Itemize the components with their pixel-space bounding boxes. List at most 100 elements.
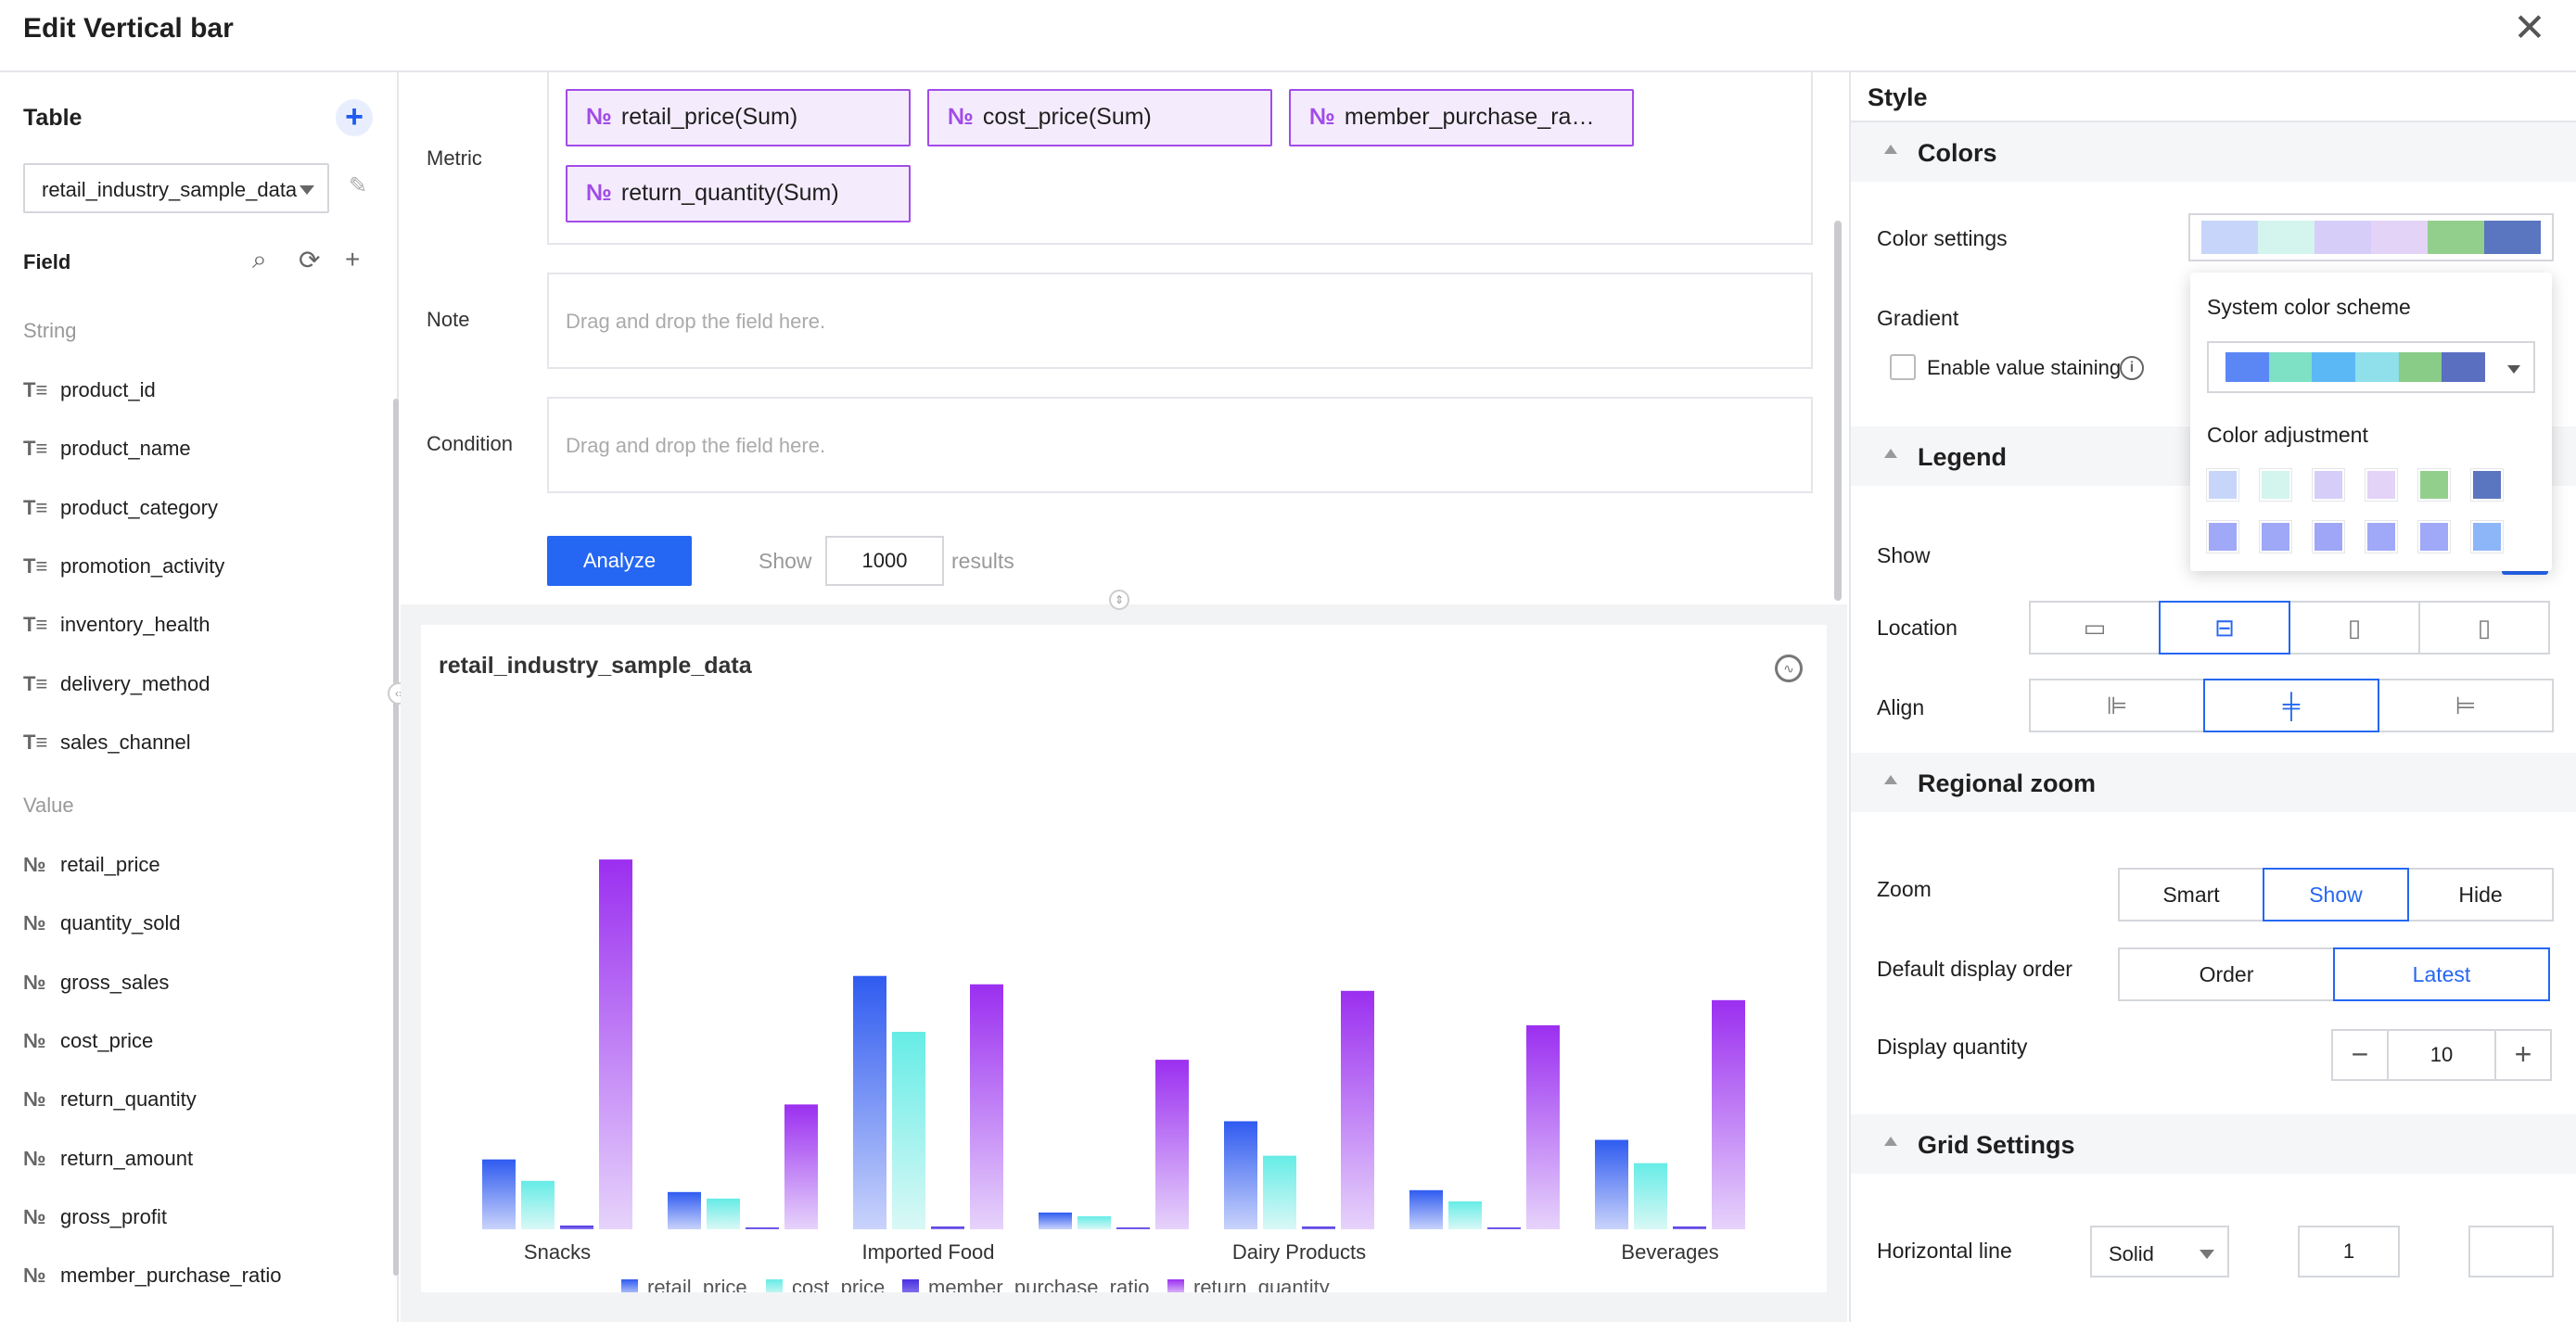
line-style-select[interactable]: Solid — [2090, 1226, 2229, 1278]
adjust-color-swatch[interactable] — [2259, 520, 2292, 553]
analyze-button[interactable]: Analyze — [547, 536, 692, 586]
value-staining-checkbox[interactable] — [1890, 354, 1916, 380]
field-item-promotion-activity[interactable]: T≡ promotion_activity — [23, 554, 224, 591]
bar-cost-price[interactable] — [892, 1031, 925, 1229]
regional-zoom-section-header[interactable]: Regional zoom — [1851, 753, 2576, 812]
metric-dropzone[interactable]: № retail_price(Sum) № cost_price(Sum) № mem… — [547, 72, 1813, 245]
bar-retail-price[interactable] — [482, 1159, 516, 1229]
table-select[interactable]: retail_industry_sample_data — [23, 163, 329, 213]
field-item-quantity-sold[interactable]: № quantity_sold — [23, 911, 181, 948]
condition-dropzone[interactable]: Drag and drop the field here. — [547, 397, 1813, 493]
zoom-smart-option[interactable]: Smart — [2118, 868, 2264, 922]
latest-option[interactable]: Latest — [2333, 947, 2550, 1001]
system-scheme-select[interactable] — [2207, 341, 2535, 393]
field-item-cost-price[interactable]: № cost_price — [23, 1029, 153, 1066]
bar-return-quantity[interactable] — [1526, 1024, 1560, 1229]
field-item-return-quantity[interactable]: № return_quantity — [23, 1087, 197, 1125]
bar-return-quantity[interactable] — [599, 859, 632, 1229]
adjust-color-swatch[interactable] — [2259, 468, 2292, 502]
field-scrollbar[interactable] — [393, 399, 399, 1276]
adjust-color-swatch[interactable] — [2312, 468, 2345, 502]
bar-cost-price[interactable] — [1448, 1201, 1482, 1229]
field-item-sales-channel[interactable]: T≡ sales_channel — [23, 731, 191, 768]
decrement-button[interactable]: − — [2351, 1037, 2369, 1071]
field-item-delivery-method[interactable]: T≡ delivery_method — [23, 672, 210, 709]
adjust-color-swatch[interactable] — [2312, 520, 2345, 553]
bar-retail-price[interactable] — [1039, 1212, 1072, 1229]
legend-label[interactable]: cost_price — [792, 1276, 885, 1292]
bar-retail-price[interactable] — [1224, 1121, 1257, 1229]
legend-label[interactable]: return_quantity — [1193, 1276, 1330, 1292]
field-item-product-id[interactable]: T≡ product_id — [23, 378, 156, 415]
location-bottom-option[interactable]: ⊟ — [2159, 601, 2290, 655]
quantity-input[interactable]: 10 — [2387, 1031, 2496, 1079]
bar-member-purchase-ratio[interactable] — [560, 1225, 593, 1229]
bar-retail-price[interactable] — [1595, 1139, 1628, 1229]
align-left-option[interactable]: ⊫ — [2029, 679, 2205, 732]
bar-member-purchase-ratio[interactable] — [1487, 1227, 1521, 1229]
bar-member-purchase-ratio[interactable] — [1673, 1226, 1706, 1229]
metric-pill[interactable]: № retail_price(Sum) — [566, 89, 911, 146]
field-item-gross-profit[interactable]: № gross_profit — [23, 1205, 167, 1242]
bar-cost-price[interactable] — [1078, 1215, 1111, 1229]
field-item-product-category[interactable]: T≡ product_category — [23, 496, 218, 533]
grid-settings-section-header[interactable]: Grid Settings — [1851, 1114, 2576, 1174]
field-item-return-amount[interactable]: № return_amount — [23, 1147, 193, 1184]
bar-return-quantity[interactable] — [784, 1104, 818, 1229]
adjust-color-swatch[interactable] — [2365, 468, 2398, 502]
colors-section-header[interactable]: Colors — [1851, 122, 2576, 182]
legend-label[interactable]: retail_price — [647, 1276, 747, 1292]
line-width-input[interactable]: 1 — [2298, 1226, 2400, 1278]
location-right-option[interactable]: ▯ — [2418, 601, 2550, 655]
field-item-retail-price[interactable]: № retail_price — [23, 853, 160, 890]
location-top-option[interactable]: ▭ — [2029, 601, 2161, 655]
bar-return-quantity[interactable] — [1155, 1060, 1189, 1229]
bar-return-quantity[interactable] — [1712, 999, 1745, 1229]
field-item-gross-sales[interactable]: № gross_sales — [23, 971, 169, 1008]
bar-retail-price[interactable] — [853, 975, 886, 1229]
adjust-color-swatch[interactable] — [2206, 468, 2239, 502]
order-option[interactable]: Order — [2118, 947, 2335, 1001]
field-item-inventory-health[interactable]: T≡ inventory_health — [23, 613, 210, 650]
field-item-product-name[interactable]: T≡ product_name — [23, 437, 191, 474]
bar-retail-price[interactable] — [1409, 1189, 1443, 1229]
adjust-color-swatch[interactable] — [2417, 520, 2451, 553]
edit-icon[interactable]: ✎ — [349, 173, 368, 198]
refresh-icon[interactable]: ⟳ — [299, 246, 321, 274]
add-field-icon[interactable]: + — [345, 245, 361, 273]
adjust-color-swatch[interactable] — [2470, 520, 2504, 553]
color-settings-picker[interactable] — [2188, 213, 2554, 261]
bar-cost-price[interactable] — [1634, 1163, 1667, 1229]
bar-member-purchase-ratio[interactable] — [1302, 1226, 1335, 1229]
tab-style[interactable]: Style — [1868, 83, 1928, 125]
bar-cost-price[interactable] — [707, 1198, 740, 1229]
align-center-option[interactable]: ╪ — [2203, 679, 2379, 732]
legend-show-toggle[interactable] — [2502, 569, 2548, 575]
bar-member-purchase-ratio[interactable] — [931, 1226, 964, 1229]
metric-pill[interactable]: № member_purchase_ra… — [1289, 89, 1634, 146]
location-left-option[interactable]: ▯ — [2289, 601, 2420, 655]
info-icon[interactable]: i — [2120, 356, 2144, 380]
bar-member-purchase-ratio[interactable] — [746, 1227, 779, 1229]
bar-retail-price[interactable] — [668, 1191, 701, 1229]
field-item-member-purchase-ratio[interactable]: № member_purchase_ratio — [23, 1264, 281, 1301]
result-limit-input[interactable]: 1000 — [825, 536, 944, 586]
search-icon[interactable]: ⌕ — [252, 245, 267, 273]
align-right-option[interactable]: ⊨ — [2378, 679, 2554, 732]
add-table-button[interactable]: + — [336, 99, 373, 136]
note-dropzone[interactable]: Drag and drop the field here. — [547, 273, 1813, 369]
zoom-show-option[interactable]: Show — [2263, 868, 2409, 922]
adjust-color-swatch[interactable] — [2470, 468, 2504, 502]
increment-button[interactable]: + — [2514, 1037, 2532, 1071]
close-icon[interactable]: ✕ — [2513, 6, 2546, 49]
metric-pill[interactable]: № return_quantity(Sum) — [566, 165, 911, 222]
bar-cost-price[interactable] — [521, 1180, 555, 1229]
legend-label[interactable]: member_purchase_ratio — [928, 1276, 1149, 1292]
metric-pill[interactable]: № cost_price(Sum) — [927, 89, 1272, 146]
bar-cost-price[interactable] — [1263, 1155, 1296, 1229]
zoom-hide-option[interactable]: Hide — [2407, 868, 2554, 922]
chart-settings-icon[interactable]: ∿ — [1775, 655, 1803, 682]
adjust-color-swatch[interactable] — [2206, 520, 2239, 553]
bar-return-quantity[interactable] — [970, 984, 1003, 1229]
splitter-handle[interactable]: ⇕ — [1109, 590, 1129, 610]
